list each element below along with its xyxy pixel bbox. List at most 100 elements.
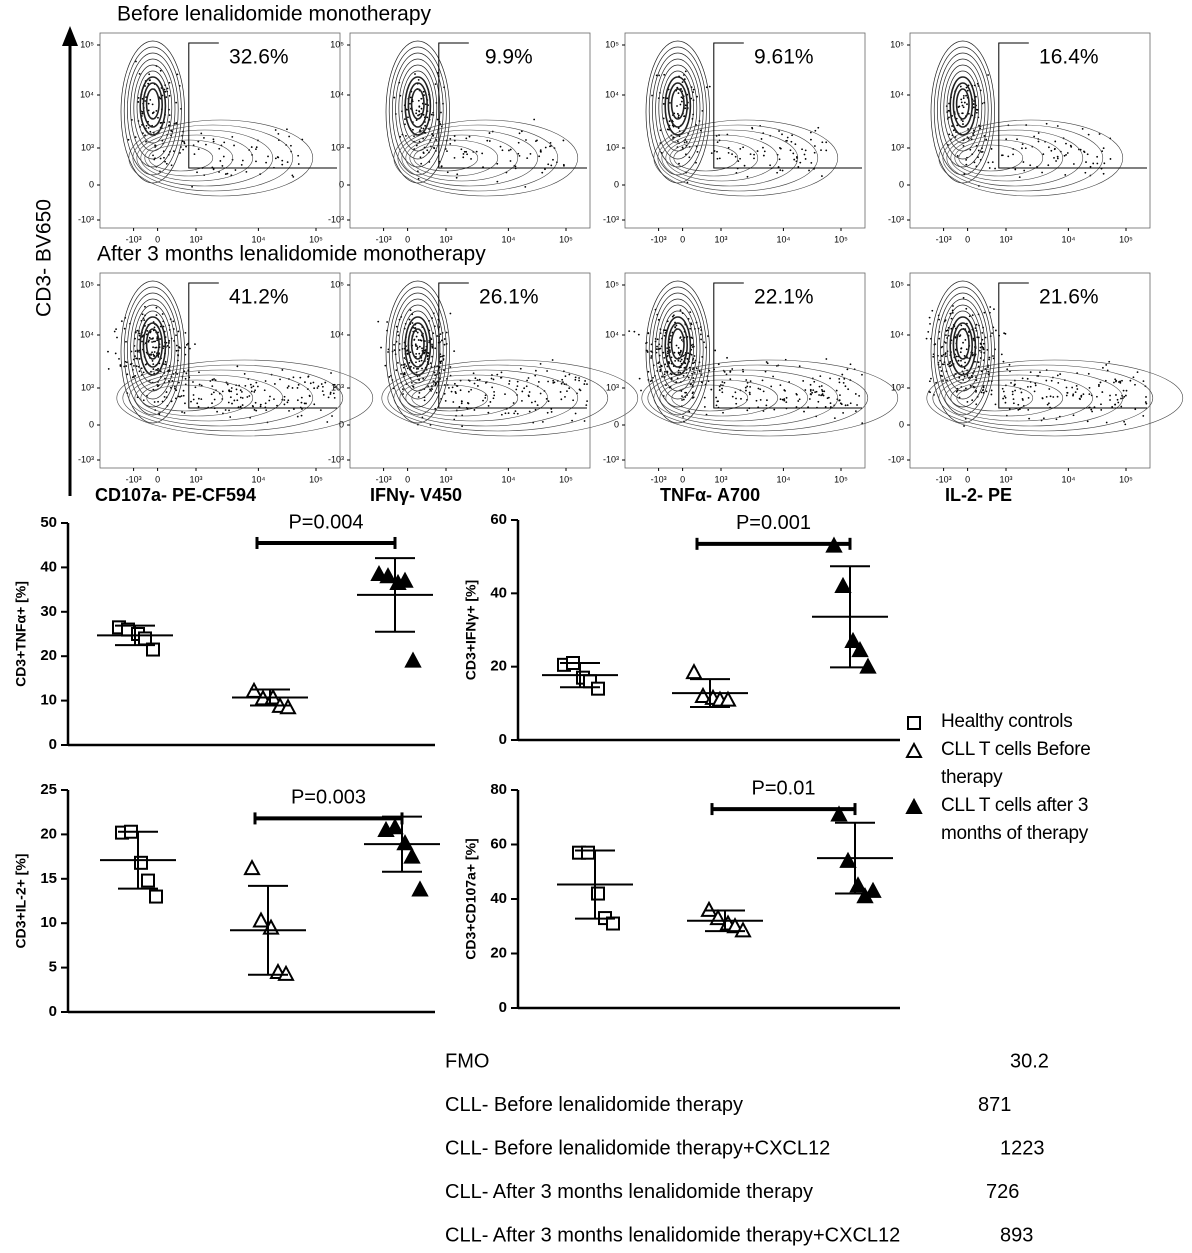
- event-dot: [133, 364, 135, 367]
- event-dot: [843, 377, 846, 380]
- x-tick-label: 10⁴: [776, 234, 790, 244]
- event-dot: [586, 383, 588, 386]
- event-dot: [432, 380, 435, 383]
- contour: [136, 70, 169, 144]
- contour: [645, 280, 710, 424]
- event-dot: [415, 367, 418, 370]
- event-dot: [184, 331, 187, 334]
- event-dot: [333, 396, 336, 399]
- event-dot: [944, 352, 947, 354]
- event-dot: [453, 350, 456, 353]
- y-tick-label: 0: [614, 179, 619, 189]
- event-dot: [950, 317, 953, 320]
- y-tick-label: 0: [89, 179, 94, 189]
- panel-frame: [349, 32, 591, 229]
- event-dot: [185, 343, 188, 346]
- event-dot: [655, 348, 658, 350]
- contour: [667, 82, 688, 128]
- event-dot: [833, 417, 836, 420]
- y-tick-label: 15: [40, 870, 57, 887]
- contour: [116, 359, 374, 437]
- event-dot: [952, 305, 954, 307]
- y-tick-label: 0: [899, 179, 904, 189]
- event-dot: [564, 375, 567, 378]
- flow-y-label: CD3- BV650: [33, 199, 56, 317]
- gate: [713, 42, 862, 169]
- event-dot: [140, 367, 143, 370]
- event-dot: [283, 395, 286, 398]
- event-dot: [484, 396, 487, 399]
- event-dot: [152, 346, 154, 349]
- event-dot: [528, 391, 531, 393]
- contour: [940, 58, 986, 160]
- event-dot: [395, 369, 398, 372]
- y-tick-label: 10³: [81, 382, 94, 392]
- event-dot: [796, 157, 798, 159]
- contour: [664, 316, 692, 376]
- event-dot: [1120, 405, 1123, 408]
- event-dot: [168, 94, 171, 97]
- event-dot: [1056, 125, 1059, 127]
- event-dot: [1004, 332, 1007, 335]
- event-dot: [792, 152, 795, 155]
- y-tick-label: -10³: [603, 214, 619, 224]
- event-dot: [300, 414, 303, 417]
- event-dot: [236, 399, 239, 402]
- event-dot: [466, 153, 469, 156]
- event-dot: [821, 141, 824, 144]
- event-dot: [151, 112, 154, 115]
- event-dot: [1136, 371, 1139, 374]
- contour: [937, 52, 989, 168]
- event-dot: [658, 74, 660, 77]
- event-dot: [929, 322, 931, 325]
- event-dot: [666, 347, 669, 350]
- event-dot: [423, 399, 426, 402]
- contour: [958, 144, 1024, 172]
- event-dot: [682, 398, 685, 401]
- gate-percent: 22.1%: [754, 286, 814, 309]
- event-dot: [185, 145, 187, 148]
- contour: [140, 134, 254, 182]
- event-dot: [434, 347, 437, 350]
- event-dot: [417, 396, 420, 398]
- event-dot: [297, 154, 300, 157]
- event-dot: [402, 393, 404, 395]
- y-tick-label: 20: [490, 944, 507, 961]
- event-dot: [501, 149, 504, 152]
- event-dot: [549, 145, 551, 148]
- event-dot: [431, 343, 433, 346]
- event-dot: [1054, 147, 1056, 150]
- event-dot: [468, 135, 471, 138]
- event-dot: [715, 135, 718, 137]
- event-dot: [703, 396, 706, 399]
- contour: [388, 286, 447, 416]
- event-dot: [147, 340, 150, 343]
- event-dot: [1074, 391, 1077, 394]
- point: [146, 642, 160, 657]
- event-dot: [227, 401, 230, 404]
- event-dot: [175, 101, 178, 104]
- contour: [407, 322, 428, 368]
- point: [243, 859, 261, 876]
- event-dot: [1016, 138, 1018, 141]
- event-dot: [842, 412, 845, 414]
- event-dot: [256, 385, 259, 388]
- event-dot: [231, 402, 233, 405]
- event-dot: [668, 361, 670, 364]
- event-dot: [162, 345, 165, 348]
- event-dot: [978, 124, 980, 127]
- point: [411, 880, 429, 897]
- x-tick-label: 10³: [714, 474, 727, 484]
- event-dot: [1123, 420, 1126, 423]
- event-dot: [708, 85, 711, 88]
- event-dot: [1096, 155, 1099, 158]
- event-dot: [663, 334, 666, 337]
- event-dot: [322, 393, 325, 396]
- event-dot: [418, 113, 421, 116]
- event-dot: [416, 348, 419, 351]
- event-dot: [430, 113, 433, 116]
- event-dot: [740, 397, 742, 400]
- event-dot: [472, 372, 475, 375]
- event-dot: [499, 145, 502, 148]
- event-dot: [193, 153, 196, 156]
